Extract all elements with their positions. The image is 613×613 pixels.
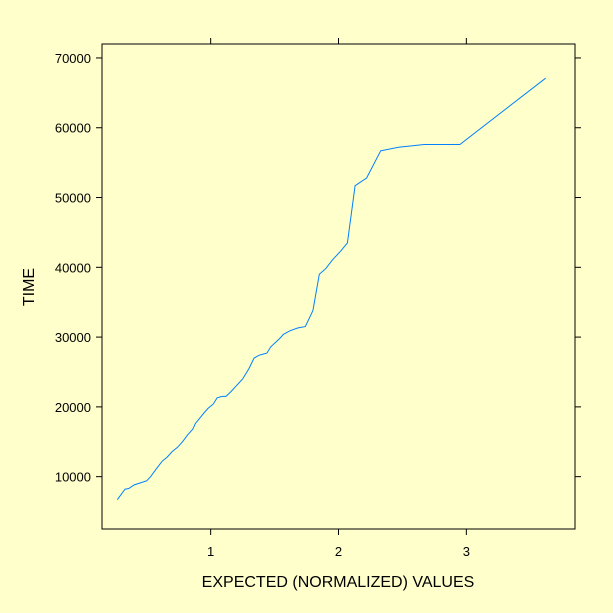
y-tick-label: 40000 bbox=[55, 260, 91, 275]
axis-tick-labels: 1 2 3 10000 20000 30000 40000 50000 60000 70000 bbox=[55, 51, 470, 559]
y-tick-label: 60000 bbox=[55, 121, 91, 136]
plot-frame bbox=[101, 43, 576, 530]
y-axis-title: TIME bbox=[21, 268, 38, 306]
y-tick-label: 20000 bbox=[55, 400, 91, 415]
x-axis-title: EXPECTED (NORMALIZED) VALUES bbox=[202, 574, 475, 591]
y-tick-label: 30000 bbox=[55, 330, 91, 345]
series-line bbox=[116, 77, 546, 500]
x-tick-label: 3 bbox=[463, 544, 470, 559]
x-tick-label: 1 bbox=[207, 544, 214, 559]
x-tick-label: 2 bbox=[335, 544, 342, 559]
y-tick-label: 70000 bbox=[55, 51, 91, 66]
y-tick-label: 10000 bbox=[55, 470, 91, 485]
y-tick-label: 50000 bbox=[55, 191, 91, 206]
axis-ticks bbox=[96, 38, 581, 535]
